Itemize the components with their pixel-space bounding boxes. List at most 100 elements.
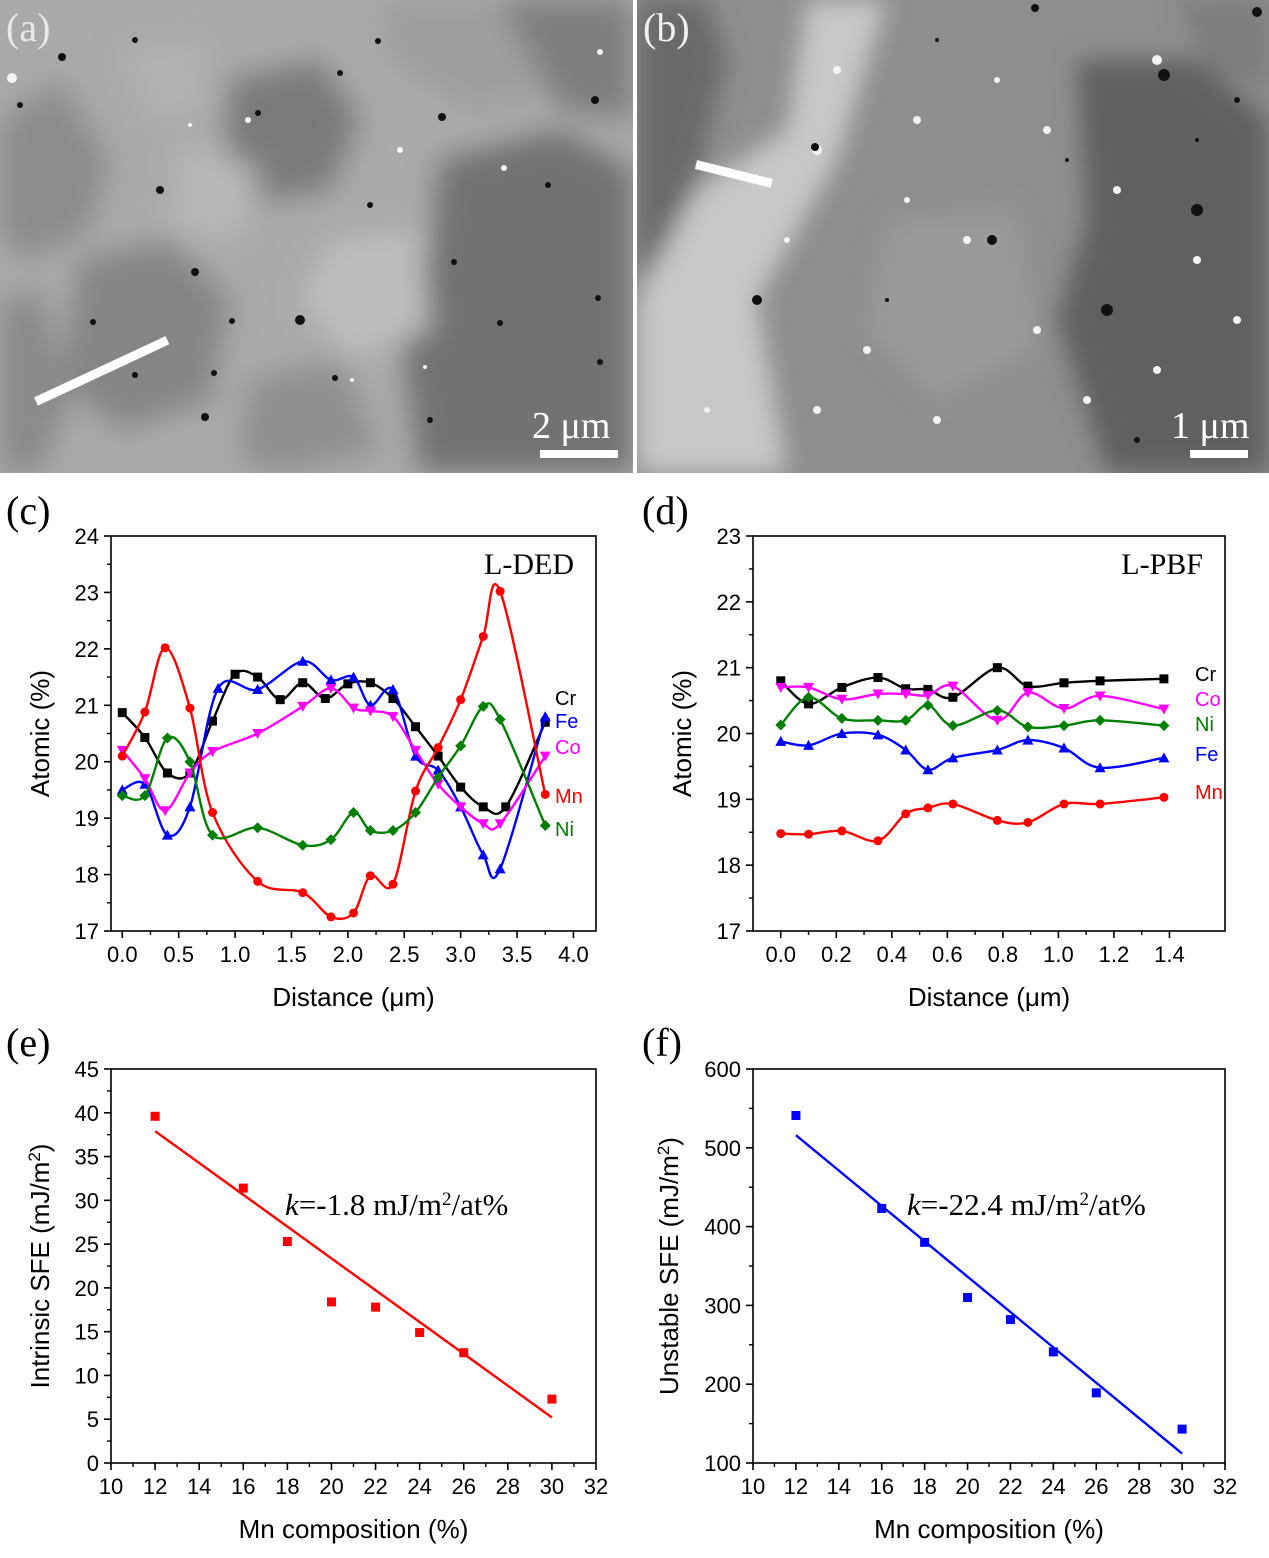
- y-tick-label: 100: [704, 1451, 741, 1476]
- y-tick-label: 40: [75, 1101, 99, 1126]
- data-point-fe: [116, 784, 128, 795]
- data-point-fe: [775, 735, 787, 746]
- data-point-cr: [501, 802, 511, 812]
- y-tick-label: 0: [87, 1451, 99, 1476]
- data-point-cr: [456, 782, 466, 792]
- micrograph-a-image: [0, 0, 633, 473]
- data-point-co: [325, 683, 337, 694]
- y-tick-label: 35: [75, 1145, 99, 1170]
- panel-label-e: (e): [6, 1020, 50, 1065]
- data-point-ni: [1094, 714, 1106, 726]
- series-label-co: Co: [555, 737, 581, 759]
- data-point-fe: [1094, 762, 1106, 773]
- y-tick-label: 17: [717, 919, 741, 944]
- data-point-co: [803, 682, 815, 693]
- data-point-cr: [837, 682, 847, 692]
- data-point-mn: [433, 743, 443, 753]
- y-tick-label: 10: [75, 1363, 99, 1388]
- y-tick-label: 23: [75, 580, 99, 605]
- series-label-cr: Cr: [555, 688, 576, 710]
- data-point-cr: [901, 684, 911, 694]
- data-point-mn: [253, 876, 263, 886]
- x-tick-label: 0.0: [765, 942, 796, 967]
- data-point-cr: [117, 708, 127, 718]
- data-point-mn: [160, 643, 170, 653]
- data-point: [459, 1348, 469, 1358]
- data-point: [282, 1236, 292, 1246]
- data-point-ni: [803, 691, 815, 703]
- data-point-fe: [297, 655, 309, 666]
- x-tick-label: 28: [496, 1474, 520, 1499]
- series-line-fe: [780, 731, 1165, 771]
- data-point-cr: [1159, 674, 1169, 684]
- data-point-cr: [873, 673, 883, 683]
- panel-label-b: (b): [643, 5, 690, 50]
- x-tick-label: 14: [827, 1474, 851, 1499]
- x-tick-label: 20: [319, 1474, 343, 1499]
- data-point-co: [947, 681, 959, 692]
- panel-label-f: (f): [642, 1020, 682, 1065]
- data-point-mn: [837, 826, 847, 836]
- data-point-co: [139, 774, 151, 785]
- x-tick-label: 0.8: [988, 942, 1019, 967]
- data-point-co: [775, 682, 787, 693]
- series-label-fe: Fe: [555, 711, 578, 733]
- x-tick-label: 28: [1127, 1474, 1151, 1499]
- x-tick-label: 0.0: [107, 942, 138, 967]
- data-point-mn: [1095, 799, 1105, 809]
- y-tick-label: 15: [75, 1320, 99, 1345]
- data-point-mn: [349, 908, 358, 918]
- data-point-ni: [900, 714, 912, 726]
- plot-frame: [110, 1068, 597, 1464]
- data-point-mn: [388, 879, 398, 889]
- data-point-mn: [1159, 792, 1169, 802]
- data-point: [1005, 1315, 1015, 1325]
- data-point-ni: [872, 714, 884, 726]
- x-tick-label: 18: [912, 1474, 936, 1499]
- data-point-cr: [140, 732, 150, 742]
- series-label-co: Co: [1195, 689, 1221, 711]
- y-tick-label: 17: [75, 919, 99, 944]
- data-point-cr: [388, 694, 398, 704]
- data-point-ni: [116, 790, 128, 802]
- data-point-cr: [411, 722, 421, 732]
- data-point-ni: [775, 719, 787, 731]
- data-point-ni: [252, 822, 264, 834]
- x-tick-label: 1.0: [220, 942, 251, 967]
- y-tick-label: 20: [717, 722, 741, 747]
- data-point-co: [991, 715, 1003, 726]
- x-tick-label: 32: [584, 1474, 608, 1499]
- chart-e: 10 12 14 16 18 20 22 24 26 28 30 32 0 5 10 15 20 25 30 35 40…: [25, 1057, 609, 1544]
- x-tick-label: 1.5: [276, 942, 307, 967]
- data-point-cr: [162, 768, 172, 778]
- plot-frame: [752, 1068, 1226, 1464]
- x-tick-label: 0.6: [932, 942, 963, 967]
- y-axis-label: Unstable SFE (mJ/m2): [654, 1137, 685, 1395]
- x-tick-label: 22: [998, 1474, 1022, 1499]
- y-tick-label: 500: [704, 1136, 741, 1161]
- data-point-co: [387, 712, 399, 723]
- data-point: [371, 1302, 381, 1312]
- data-point-cr: [365, 678, 375, 688]
- y-tick-label: 45: [75, 1057, 99, 1082]
- data-point-fe: [325, 674, 337, 685]
- data-point-co: [539, 751, 551, 762]
- data-point-ni: [947, 720, 959, 732]
- x-tick-label: 32: [1213, 1474, 1237, 1499]
- data-point-co: [922, 690, 934, 701]
- panel-label-d: (d): [642, 488, 689, 533]
- fit-line: [795, 1134, 1183, 1455]
- data-point-co: [900, 689, 912, 700]
- data-point-ni: [1058, 720, 1070, 732]
- data-point-mn: [901, 809, 911, 819]
- x-tick-label: 24: [407, 1474, 431, 1499]
- data-point-cr: [433, 751, 443, 761]
- x-tick-label: 26: [451, 1474, 475, 1499]
- plot-frame: [110, 535, 597, 932]
- y-tick-label: 24: [75, 524, 99, 549]
- data-point: [1091, 1388, 1101, 1398]
- x-tick-label: 22: [363, 1474, 387, 1499]
- data-point-fe: [836, 728, 848, 738]
- y-tick-label: 19: [75, 806, 99, 831]
- data-point-fe: [947, 752, 959, 763]
